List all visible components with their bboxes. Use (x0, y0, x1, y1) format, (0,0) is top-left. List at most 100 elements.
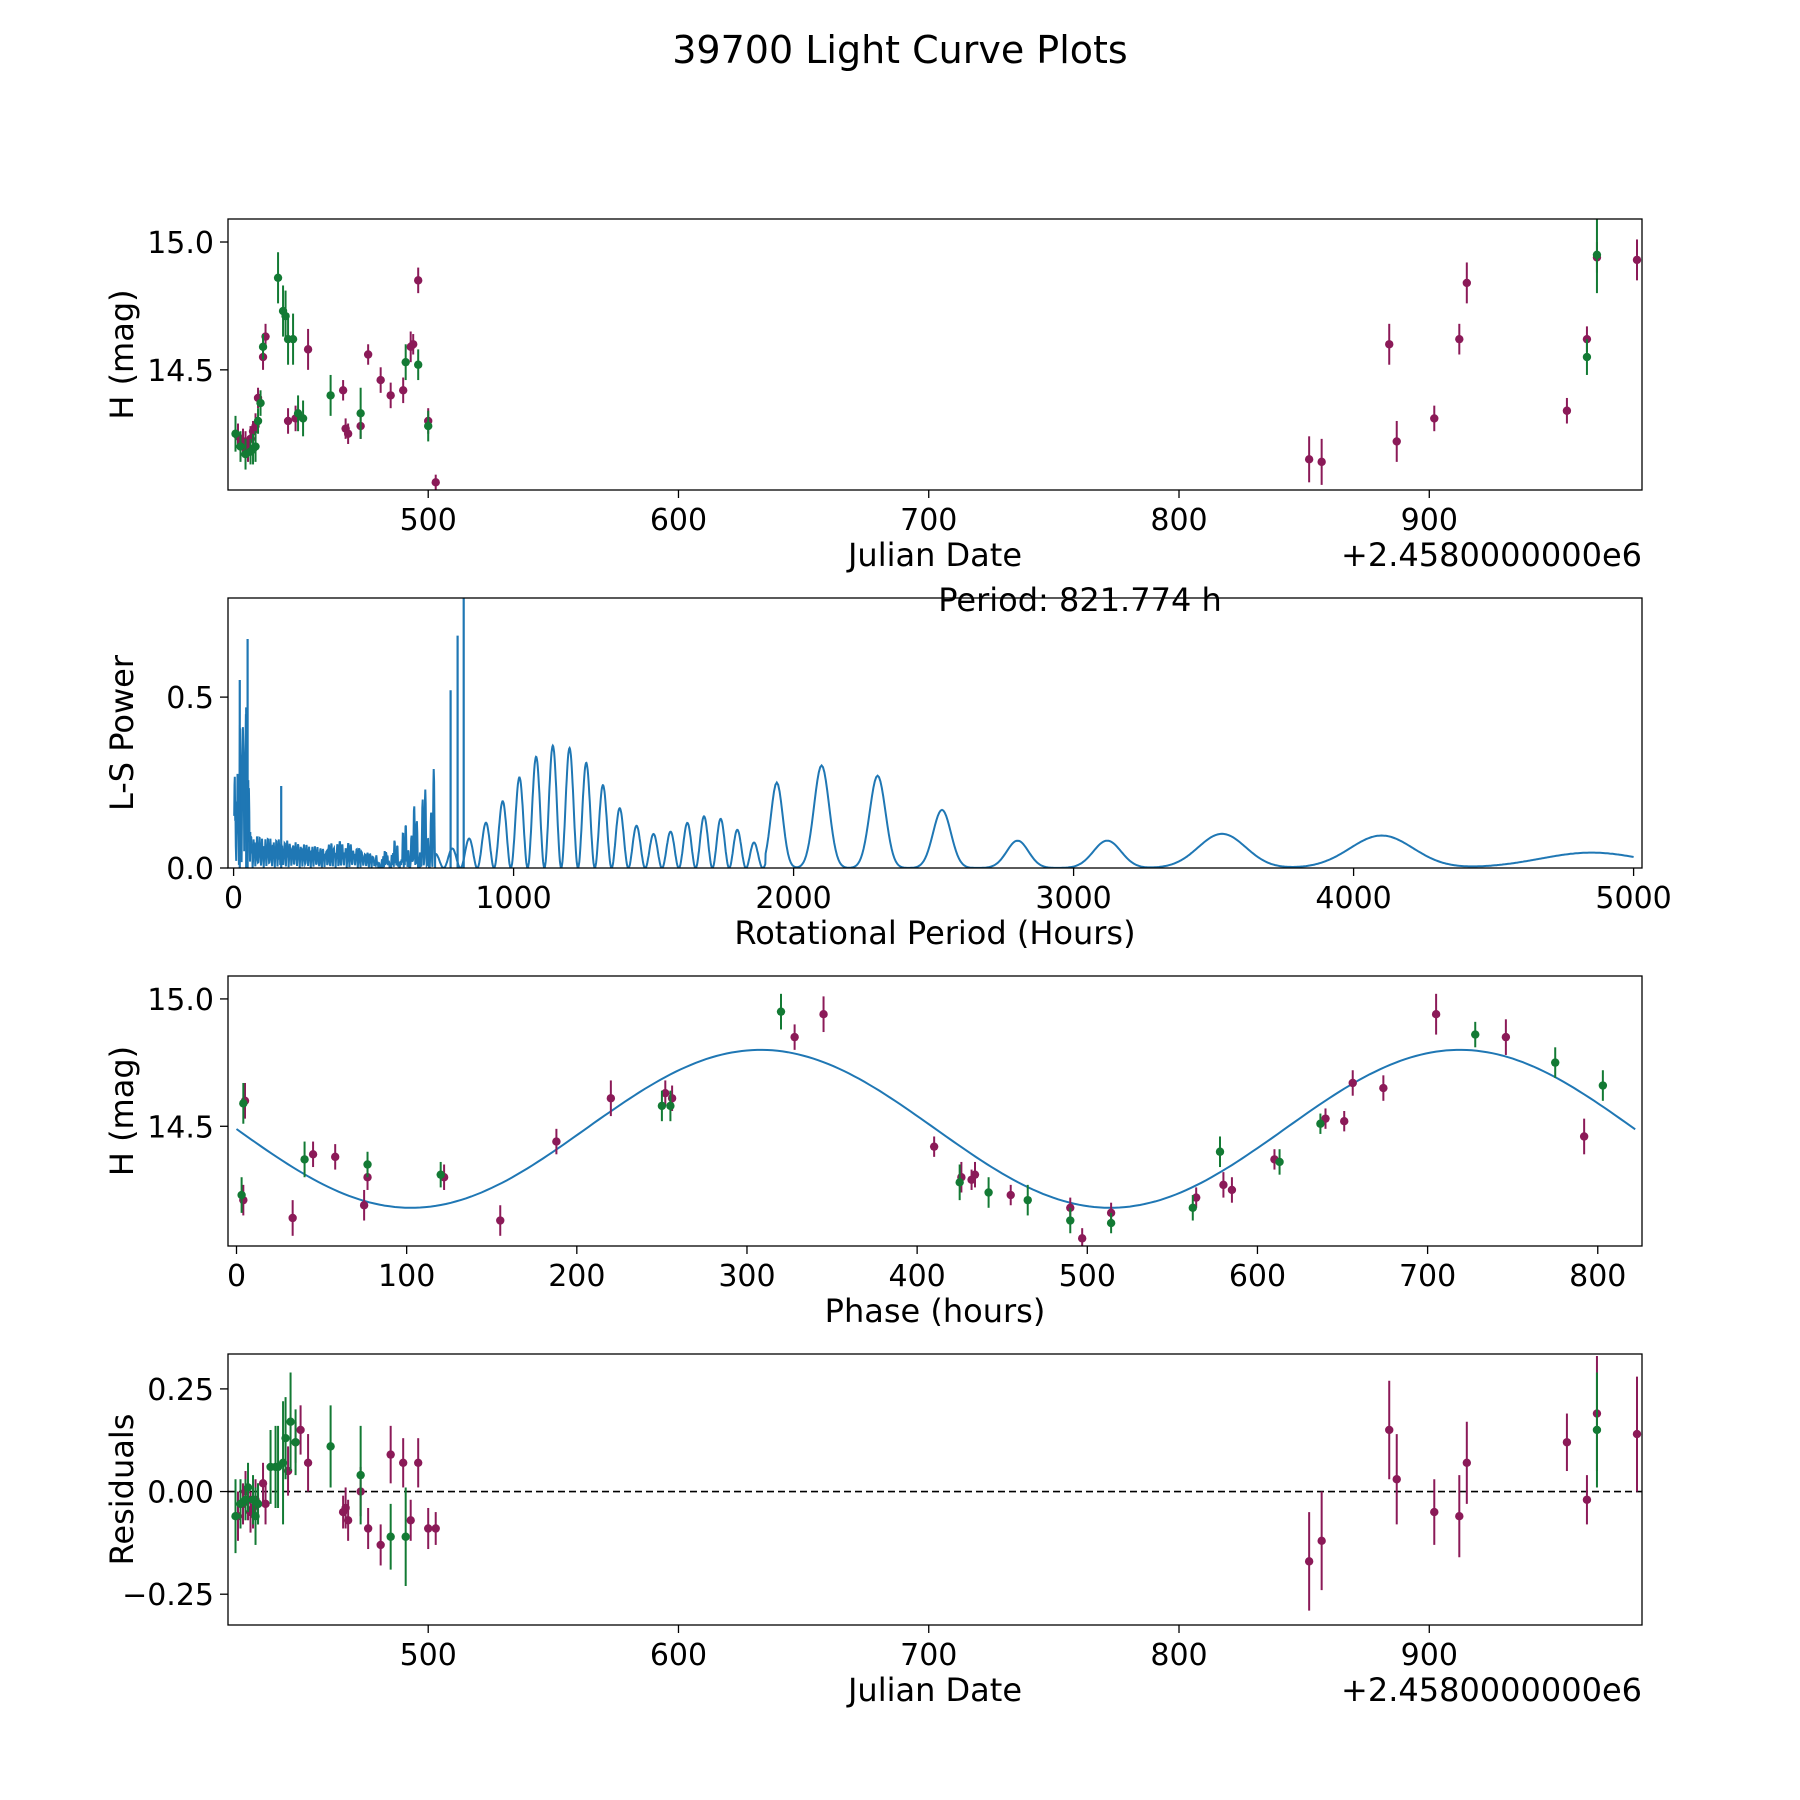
y-axis-label: H (mag) (103, 1046, 141, 1176)
data-point (231, 1511, 240, 1521)
data-point (1379, 1083, 1388, 1093)
x-tick-label: 1000 (475, 881, 551, 916)
y-axis-label: L-S Power (103, 654, 141, 811)
data-point (326, 1442, 335, 1451)
data-point (291, 1438, 300, 1447)
data-point (1215, 1147, 1225, 1156)
data-point (1385, 1425, 1394, 1435)
data-point (414, 276, 423, 285)
plot-frame (227, 218, 1643, 491)
data-point (363, 1173, 372, 1182)
x-tick-label: 600 (1229, 1259, 1286, 1294)
data-point (1431, 1010, 1441, 1019)
data-point (552, 1137, 561, 1146)
y-tick-label: 15.0 (147, 983, 214, 1018)
data-point (386, 1532, 395, 1541)
data-point (1392, 1475, 1401, 1484)
data-point (1562, 406, 1572, 415)
data-point (1106, 1218, 1116, 1228)
data-point (1006, 1190, 1015, 1200)
x-tick-label: 800 (1150, 503, 1207, 538)
data-point (1582, 334, 1592, 344)
data-point (1275, 1157, 1284, 1167)
data-point (303, 345, 313, 354)
data-point (343, 1516, 353, 1525)
data-point (1430, 414, 1439, 423)
y-tick-label: −0.25 (122, 1578, 214, 1613)
data-point (1455, 1511, 1464, 1521)
x-tick-label: 0 (227, 1259, 246, 1294)
data-point (1227, 1185, 1237, 1195)
data-point (436, 1170, 445, 1179)
data-point (1645, 1569, 1653, 1577)
data-point (414, 360, 423, 369)
data-point (1632, 1429, 1642, 1439)
data-point (408, 340, 418, 349)
data-point (431, 478, 440, 487)
data-point (661, 1088, 670, 1098)
data-point (414, 1458, 423, 1468)
x-tick-label: 3000 (1035, 881, 1111, 916)
x-tick-label: 900 (1401, 1638, 1458, 1673)
data-point (929, 1142, 939, 1151)
x-offset-label: +2.4580000000e6 (1341, 1671, 1642, 1709)
data-point (286, 1417, 295, 1426)
data-point (1304, 1557, 1314, 1566)
x-axis-label: Phase (hours) (825, 1292, 1046, 1330)
data-point (253, 1499, 263, 1509)
data-point (406, 1516, 415, 1525)
data-point (256, 398, 265, 408)
data-point (1317, 1536, 1326, 1546)
y-axis-label: Residuals (103, 1414, 141, 1566)
x-tick-label: 4000 (1315, 881, 1391, 916)
period-annotation: Period: 821.774 h (938, 581, 1222, 619)
model-curve (235, 1048, 1636, 1209)
data-point (281, 1433, 290, 1443)
data-point (1219, 1180, 1228, 1190)
data-point (231, 429, 240, 438)
x-tick-label: 700 (1399, 1259, 1456, 1294)
x-tick-label: 700 (900, 503, 957, 538)
data-point (1304, 455, 1314, 464)
data-point (424, 421, 433, 431)
data-point (243, 1483, 253, 1492)
data-point (386, 1450, 395, 1459)
data-layer (233, 598, 1634, 868)
x-tick-label: 600 (650, 503, 707, 538)
data-point (1632, 255, 1642, 265)
x-tick-label: 300 (718, 1259, 775, 1294)
data-point (376, 375, 385, 385)
data-point (330, 1152, 340, 1162)
x-tick-label: 800 (1569, 1259, 1626, 1294)
data-point (955, 1178, 964, 1187)
data-point (356, 1470, 365, 1480)
data-point (296, 1425, 305, 1435)
data-point (1316, 1119, 1325, 1128)
data-point (1592, 250, 1602, 259)
data-point (338, 386, 348, 395)
y-tick-label: 0.5 (166, 681, 214, 716)
chart-residuals: 500 600 700 800 900 −0.25 0.00 0.25 Julian Date R… (103, 1353, 1653, 1709)
data-point (1191, 1193, 1201, 1202)
data-point (1430, 1507, 1439, 1517)
periodogram-line (233, 714, 1634, 868)
data-layer (231, 219, 1642, 490)
data-point (308, 1150, 318, 1159)
data-point (1579, 1132, 1589, 1141)
chart-lightcurve: 500 600 700 800 900 14.5 15.0 Julian Date H (mag… (103, 218, 1643, 574)
data-point (657, 1101, 667, 1111)
x-tick-label: 400 (889, 1259, 946, 1294)
x-tick-label: 500 (400, 503, 457, 538)
data-point (258, 342, 268, 352)
plot-frame (227, 597, 1643, 869)
data-point (1317, 457, 1326, 467)
data-point (1462, 1458, 1472, 1468)
y-tick-label: 14.5 (147, 354, 214, 389)
x-tick-label: 2000 (755, 881, 831, 916)
data-point (1348, 1078, 1357, 1088)
data-point (363, 1160, 372, 1169)
x-tick-label: 100 (378, 1259, 435, 1294)
data-point (1340, 1116, 1349, 1126)
data-point (1582, 1495, 1592, 1504)
data-point (1598, 1081, 1608, 1090)
